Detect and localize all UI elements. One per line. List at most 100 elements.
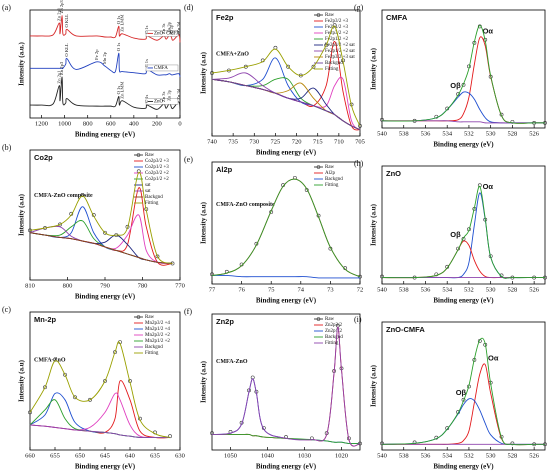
curve xyxy=(29,214,173,265)
y-axis-label: Intensity (a.u) xyxy=(370,203,378,246)
peak-label: Zn 2p3 xyxy=(59,0,64,13)
peak-label: Oα xyxy=(488,354,499,363)
curve xyxy=(211,178,361,278)
x-tick-label: 536 xyxy=(421,452,432,459)
legend-swatch xyxy=(136,315,141,319)
raw-point xyxy=(434,272,439,277)
annotation: CMFA-ZnO composite xyxy=(34,193,93,199)
panel-label: (c) xyxy=(2,305,11,314)
y-axis-label: Intensity (a.u) xyxy=(370,47,378,90)
x-axis-label: Binding energy (eV) xyxy=(433,463,494,471)
peak-label: Oβ xyxy=(450,81,461,90)
x-tick-label: 740 xyxy=(207,138,217,145)
legend-label: Fitting xyxy=(325,67,339,72)
raw-point xyxy=(113,350,117,355)
x-tick-label: 725 xyxy=(271,138,281,145)
raw-point xyxy=(311,64,316,69)
x-tick-label: 645 xyxy=(100,452,110,459)
raw-point xyxy=(510,119,515,124)
legend-label: Raw xyxy=(325,165,335,170)
legend-label: Fe2p1/2 +2 xyxy=(325,37,348,42)
curve xyxy=(211,78,361,131)
x-tick-label: 780 xyxy=(138,282,148,289)
x-tick-label: 0 xyxy=(178,120,181,127)
x-tick-label: 705 xyxy=(355,138,365,145)
raw-point xyxy=(286,64,291,69)
legend-label: Fe2p3/2 +3 xyxy=(325,19,348,24)
peak-label: Zn 3p xyxy=(167,89,172,101)
legend-label: Mn2p3/2 +4 xyxy=(145,321,170,326)
raw-point xyxy=(88,397,92,402)
legend-label: Mn2p1/2 +2 xyxy=(145,339,170,344)
legend-label: Co2p1/2 +3 xyxy=(145,165,169,170)
x-tick-label: 1000 xyxy=(58,120,71,127)
peak-label: Zn 3d xyxy=(176,88,181,100)
raw-point xyxy=(380,441,384,446)
annotation: CMFA-ZnO xyxy=(216,359,248,365)
peak-label: Fe 2p xyxy=(94,49,99,60)
x-tick-label: 770 xyxy=(175,282,185,289)
plot-frame xyxy=(381,165,546,285)
legend-label: Mn2p3/2 +2 xyxy=(145,333,170,338)
panel-label: (i) xyxy=(354,315,362,324)
peak-label: Zn 2p1 xyxy=(56,70,61,84)
curve xyxy=(29,76,181,111)
plot-frame xyxy=(211,313,361,451)
plot-frame xyxy=(381,321,546,451)
x-tick-label: 528 xyxy=(508,130,518,137)
legend-label: Fitting xyxy=(325,183,339,188)
raw-point xyxy=(358,124,362,128)
legend-label: Backgnd xyxy=(325,335,343,340)
curve xyxy=(381,337,545,446)
peak-label: Oβ xyxy=(456,388,467,397)
x-tick-label: 540 xyxy=(377,130,387,137)
x-tick-label: 630 xyxy=(175,452,185,459)
legend-label: Co2p3/2 +3 xyxy=(145,159,169,164)
curve xyxy=(381,24,545,124)
legend-label: Fe2p3/2 +3 sat xyxy=(325,55,355,60)
x-tick-label: 536 xyxy=(421,286,432,293)
x-tick-label: 540 xyxy=(377,452,387,459)
legend-label: Co2p1/2 +2 xyxy=(145,177,169,182)
curve xyxy=(29,52,181,78)
x-tick-label: 530 xyxy=(486,286,496,293)
legend-label: Backgnd xyxy=(145,195,163,200)
x-axis-label: Binding energy (eV) xyxy=(75,131,136,139)
legend-box xyxy=(145,64,179,72)
legend-label: Raw xyxy=(145,315,155,320)
curve xyxy=(211,378,361,445)
curve xyxy=(211,78,361,131)
curve xyxy=(212,433,361,445)
x-tick-label: 538 xyxy=(399,130,409,137)
raw-point xyxy=(324,43,329,48)
legend-label: Fitting xyxy=(145,201,159,206)
raw-point xyxy=(43,385,47,390)
x-tick-label: 1020 xyxy=(335,452,348,459)
y-axis-label: Intensity (a.u) xyxy=(200,51,208,94)
raw-point xyxy=(63,372,67,377)
curve xyxy=(381,91,545,124)
raw-point xyxy=(28,410,32,415)
raw-point xyxy=(103,379,107,383)
x-axis-label: Binding energy (eV) xyxy=(75,293,136,301)
peak-label: O 1s xyxy=(116,15,121,24)
panel-title: ZnO-CMFA xyxy=(386,325,425,334)
curve xyxy=(29,392,171,438)
y-axis-label: Intensity (a.u) xyxy=(18,193,26,236)
legend-swatch xyxy=(316,13,321,17)
legend-label: Backgnd xyxy=(325,177,343,182)
curve xyxy=(29,171,173,264)
raw-point xyxy=(73,395,77,400)
x-tick-label: 526 xyxy=(529,130,540,137)
panel-title: CMFA xyxy=(386,13,408,22)
x-tick-label: 73 xyxy=(327,286,334,293)
legend-label: Raw xyxy=(325,13,335,18)
peak-label: Zn 3s xyxy=(161,23,166,34)
legend-label: Fe2p1/2 +2 sat xyxy=(325,49,355,54)
x-tick-label: 532 xyxy=(464,130,474,137)
peak-label: O 1s xyxy=(116,86,121,95)
panel-label: (d) xyxy=(184,3,194,12)
x-tick-label: 532 xyxy=(464,452,474,459)
plot-frame xyxy=(29,9,181,119)
